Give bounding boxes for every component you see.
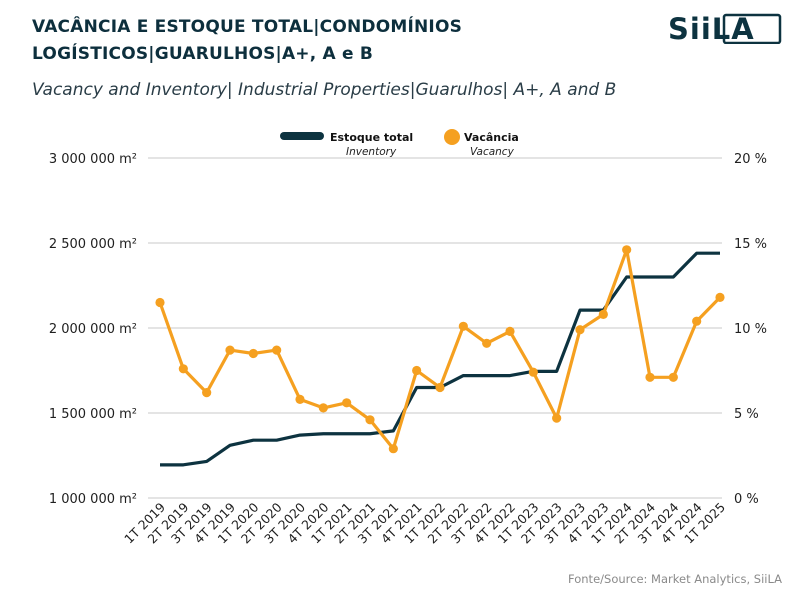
- vacancy-point: [598, 309, 608, 319]
- series-line-inventory: [160, 251, 720, 467]
- vacancy-point: [318, 403, 328, 413]
- vacancy-point: [202, 388, 212, 398]
- vacancy-point: [458, 321, 468, 331]
- vacancy-point: [528, 367, 538, 377]
- vacancy-point: [248, 348, 258, 359]
- vacancy-point: [225, 345, 235, 355]
- y-left-tick-label: 3 000 000 m²: [49, 152, 137, 167]
- vacancy-point: [715, 292, 725, 302]
- legend-sublabel-inventory: Inventory: [346, 146, 397, 158]
- y-right-tick-label: 15 %: [734, 237, 767, 252]
- siila-logo: SiiLA: [668, 12, 782, 44]
- vacancy-point: [272, 345, 282, 355]
- y-right-tick-label: 10 %: [734, 322, 767, 337]
- vacancy-point: [575, 325, 585, 335]
- chart-subtitle: Vacancy and Inventory| Industrial Proper…: [32, 80, 617, 100]
- vacancy-point: [435, 382, 445, 393]
- legend-label-inventory: Estoque total: [330, 131, 413, 144]
- legend-swatch-vacancy: [444, 129, 460, 145]
- y-right-tick-label: 5 %: [734, 407, 759, 422]
- logo-text: SiiLA: [668, 12, 755, 44]
- y-left-tick-label: 1 000 000 m²: [49, 492, 137, 507]
- legend-swatch-inventory: [280, 132, 324, 140]
- vacancy-point: [692, 316, 702, 326]
- vacancy-point: [412, 365, 422, 376]
- vacancy-point: [645, 372, 655, 382]
- vacancy-point: [668, 372, 678, 382]
- vacancy-point: [342, 398, 352, 408]
- vacancy-point: [552, 413, 562, 423]
- y-left-tick-label: 2 000 000 m²: [49, 322, 137, 337]
- legend-sublabel-vacancy: Vacancy: [470, 146, 515, 158]
- vacancy-point: [365, 415, 375, 425]
- vacancy-point: [155, 297, 165, 308]
- y-right-tick-label: 0 %: [734, 492, 759, 507]
- vacancy-point: [388, 444, 398, 454]
- y-left-tick-label: 2 500 000 m²: [49, 237, 137, 252]
- legend-label-vacancy: Vacância: [464, 131, 519, 144]
- vacancy-point: [505, 326, 515, 336]
- vacancy-point: [178, 364, 188, 374]
- vacancy-point: [482, 338, 492, 348]
- y-left-tick-label: 1 500 000 m²: [49, 407, 137, 422]
- source-note: Fonte/Source: Market Analytics, SiiLA: [568, 572, 782, 586]
- vacancy-point: [622, 245, 632, 255]
- chart-title: VACÂNCIA E ESTOQUE TOTAL|CONDOMÍNIOS LOG…: [32, 17, 463, 64]
- series-line-vacancy: [158, 248, 722, 451]
- vacancy-point: [295, 394, 305, 404]
- y-right-tick-label: 20 %: [734, 152, 767, 167]
